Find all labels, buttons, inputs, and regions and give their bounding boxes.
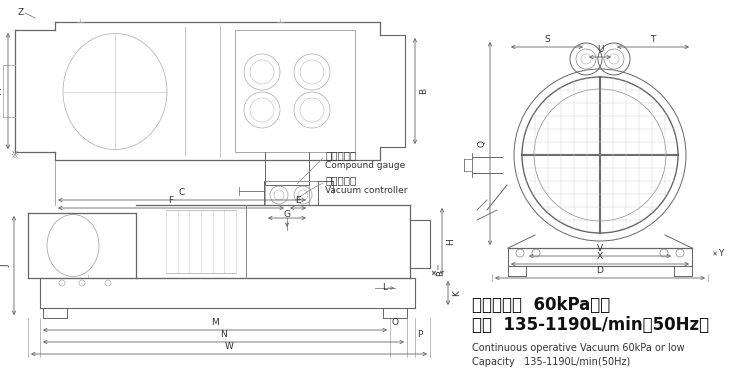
Text: Q: Q bbox=[477, 140, 486, 147]
Text: S: S bbox=[544, 35, 550, 44]
Text: U: U bbox=[597, 45, 603, 54]
Text: Z: Z bbox=[18, 7, 24, 16]
Text: 真空控制阀: 真空控制阀 bbox=[325, 175, 356, 185]
Text: R: R bbox=[436, 270, 445, 276]
Text: J: J bbox=[1, 264, 10, 267]
Text: 流量  135-1190L/min（50Hz）: 流量 135-1190L/min（50Hz） bbox=[472, 316, 710, 334]
Text: M: M bbox=[211, 318, 219, 327]
Text: ※: ※ bbox=[10, 150, 18, 160]
Text: 真空压力表: 真空压力表 bbox=[325, 150, 356, 160]
Text: C: C bbox=[178, 188, 185, 197]
Text: V: V bbox=[597, 244, 603, 253]
Text: 常见真空度  60kPa以下: 常见真空度 60kPa以下 bbox=[472, 296, 610, 314]
Text: K: K bbox=[452, 290, 461, 296]
Text: E: E bbox=[296, 196, 301, 205]
Text: Continuous operative Vacuum 60kPa or low: Continuous operative Vacuum 60kPa or low bbox=[472, 343, 685, 353]
Text: G: G bbox=[284, 209, 290, 218]
Text: L: L bbox=[382, 283, 388, 292]
Text: D: D bbox=[596, 266, 604, 275]
Text: I: I bbox=[436, 265, 438, 271]
Text: N: N bbox=[220, 330, 226, 339]
Text: A: A bbox=[0, 88, 4, 94]
Text: H: H bbox=[446, 238, 455, 245]
Text: Capacity   135-1190L/min(50Hz): Capacity 135-1190L/min(50Hz) bbox=[472, 357, 630, 367]
Text: Vacuum controller: Vacuum controller bbox=[325, 185, 407, 194]
Text: P: P bbox=[417, 330, 422, 339]
Text: B: B bbox=[419, 88, 428, 94]
Text: T: T bbox=[650, 35, 656, 44]
Text: Y: Y bbox=[718, 249, 723, 258]
Text: Compound gauge: Compound gauge bbox=[325, 160, 405, 169]
Bar bbox=[235, 30, 355, 152]
Text: O: O bbox=[392, 318, 398, 327]
Text: F: F bbox=[169, 196, 173, 205]
Text: W: W bbox=[224, 342, 233, 351]
Text: X: X bbox=[597, 252, 603, 261]
